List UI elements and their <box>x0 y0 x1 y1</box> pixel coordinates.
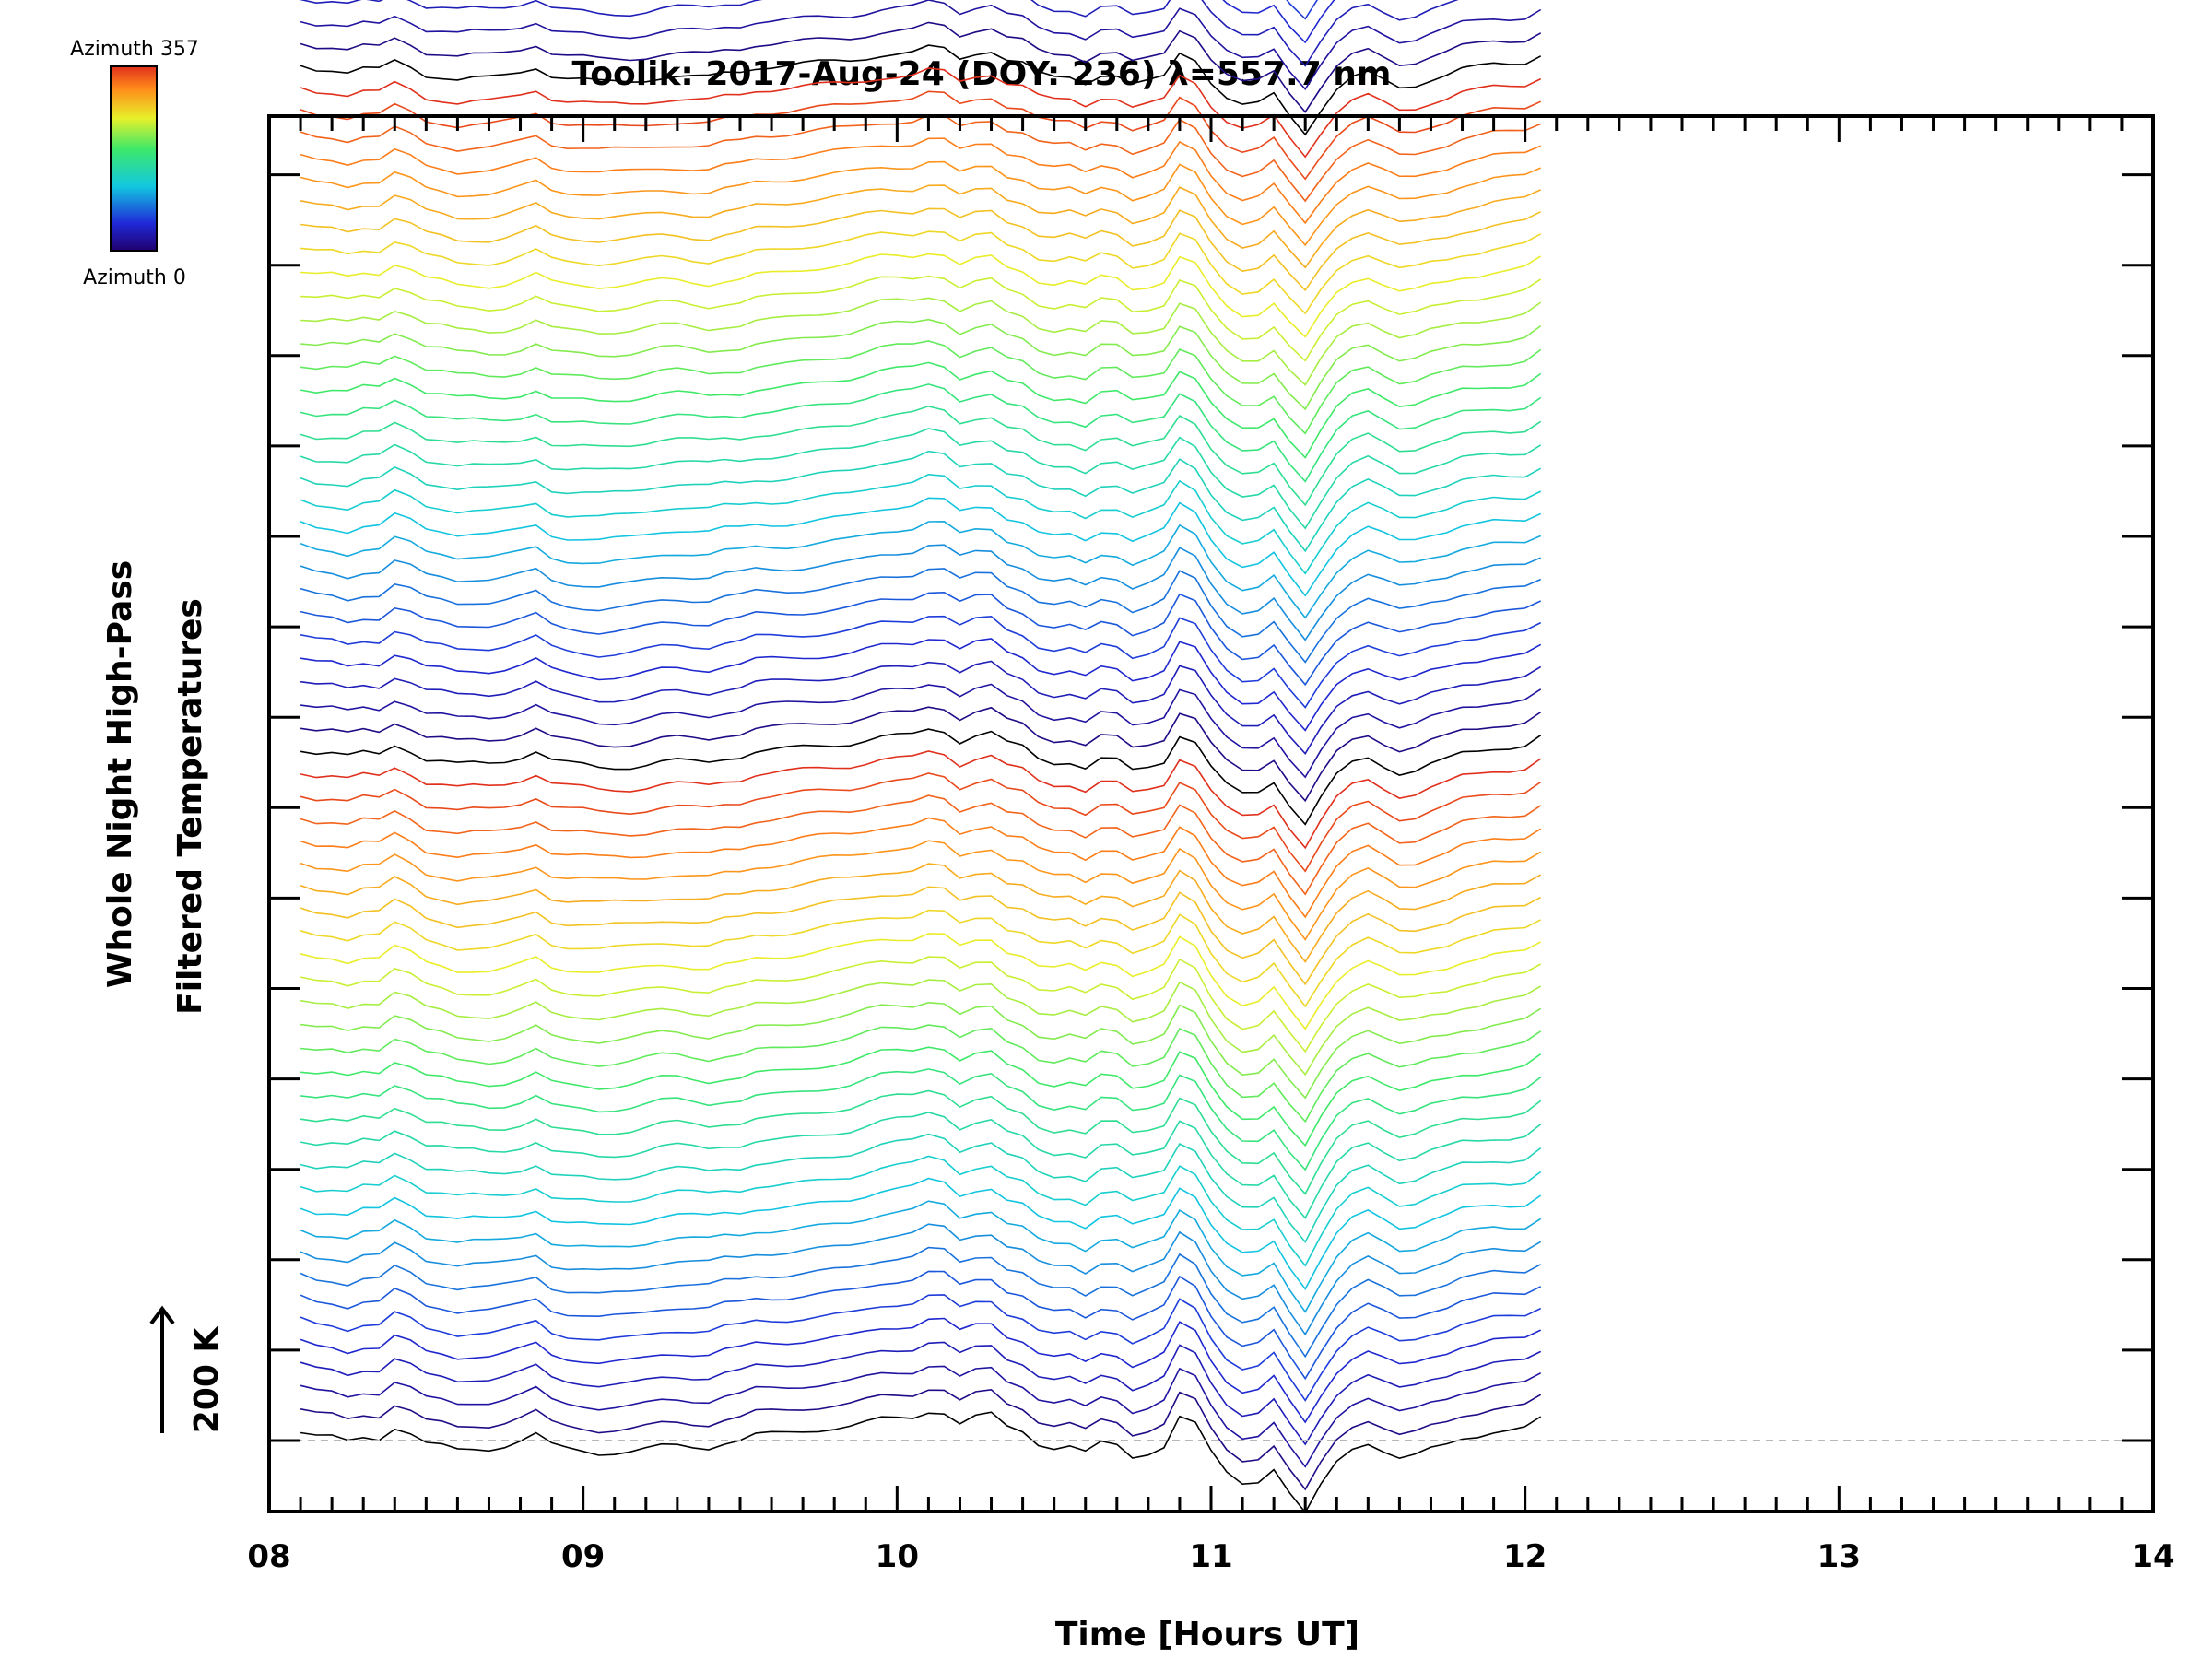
series-line <box>300 1046 1542 1147</box>
series-line <box>300 1133 1542 1244</box>
series-line <box>300 318 1542 411</box>
series-line <box>1222 0 1335 44</box>
series-line <box>300 591 1542 687</box>
series-line <box>300 1001 1542 1100</box>
colorbar-gradient <box>110 65 158 252</box>
series-group <box>300 0 1542 1514</box>
series-line <box>300 615 1542 709</box>
series-line <box>300 979 1542 1077</box>
x-axis: 08 09 10 11 12 13 14 <box>247 116 2175 1575</box>
x-tick-label: 12 <box>1503 1538 1547 1575</box>
series-line <box>300 497 1542 597</box>
series-line <box>300 207 1542 292</box>
series-line <box>300 886 1542 986</box>
x-tick-label: 08 <box>247 1538 290 1575</box>
series-line <box>300 297 1542 386</box>
series-line <box>300 428 1542 530</box>
series-line <box>300 863 1542 964</box>
series-line <box>300 1294 1542 1402</box>
y-axis <box>269 173 2153 1442</box>
series-line <box>300 568 1542 664</box>
series-line <box>300 383 1542 483</box>
x-tick-label: 14 <box>2131 1538 2174 1575</box>
series-line <box>300 137 1542 225</box>
series-line <box>300 1223 1542 1336</box>
series-line <box>300 160 1542 247</box>
series-line <box>300 44 1542 136</box>
series-line <box>300 772 1542 873</box>
x-tick-label: 11 <box>1189 1538 1232 1575</box>
series-line <box>300 340 1542 435</box>
series-line <box>300 706 1542 803</box>
series-line <box>300 0 1459 67</box>
series-line <box>300 1024 1542 1124</box>
x-axis-title: Time [Hours UT] <box>1055 1616 1359 1653</box>
series-line <box>300 1177 1542 1290</box>
x-tick-label: 13 <box>1818 1538 1861 1575</box>
colorbar-top-label: Azimuth 357 <box>70 38 199 61</box>
series-line <box>300 933 1542 1030</box>
series-line <box>300 728 1542 826</box>
series-line <box>300 0 1542 91</box>
x-tick-label: 09 <box>561 1538 605 1575</box>
series-line <box>300 544 1542 641</box>
series-line <box>300 840 1542 941</box>
y-axis-title-line1: Whole Night High-Pass <box>101 560 139 988</box>
series-line <box>300 956 1542 1053</box>
series-line <box>300 184 1542 269</box>
series-line <box>300 1068 1542 1171</box>
y-axis-title-line2: Filtered Temperatures <box>171 598 209 1015</box>
scale-bar-label: 200 K <box>188 1326 226 1434</box>
series-line <box>300 683 1542 779</box>
series-line <box>300 1317 1542 1424</box>
series-line <box>300 1388 1542 1491</box>
x-tick-label: 10 <box>876 1538 919 1575</box>
series-line <box>300 275 1542 362</box>
series-line <box>300 1365 1542 1468</box>
chart-title: Toolik: 2017-Aug-24 (DOY: 236) λ=557.7 n… <box>572 55 1392 93</box>
series-line <box>300 361 1542 459</box>
series-line <box>300 520 1542 619</box>
series-line <box>300 1200 1542 1313</box>
series-line <box>300 450 1542 553</box>
series-line <box>300 794 1542 896</box>
series-line <box>300 750 1542 850</box>
series-line <box>300 21 1542 113</box>
series-line <box>300 253 1542 338</box>
scale-bar-arrowhead <box>149 1305 175 1325</box>
series-line <box>300 638 1542 732</box>
series-line <box>300 909 1542 1008</box>
series-line <box>300 1155 1542 1267</box>
colorbar: Azimuth 357 Azimuth 0 <box>70 38 199 289</box>
series-line <box>300 1246 1542 1359</box>
colorbar-bottom-label: Azimuth 0 <box>83 266 186 289</box>
series-line <box>300 473 1542 575</box>
series-line <box>300 90 1542 181</box>
series-line <box>300 660 1542 756</box>
series-line <box>300 1112 1542 1219</box>
series-line <box>300 113 1542 203</box>
series-line <box>300 1341 1542 1446</box>
series-line <box>300 817 1542 919</box>
series-line <box>300 1270 1542 1381</box>
series-line <box>300 1089 1542 1195</box>
scale-bar: 200 K <box>149 1305 226 1434</box>
series-line <box>300 230 1542 315</box>
series-line <box>300 1411 1542 1514</box>
series-line <box>300 405 1542 507</box>
